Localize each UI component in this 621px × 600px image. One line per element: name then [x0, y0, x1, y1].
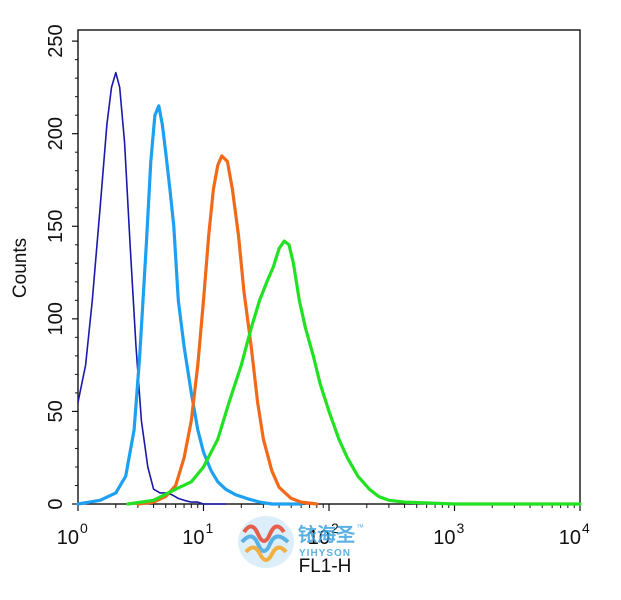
- histogram-series: [76, 71, 582, 506]
- series-line-3: [136, 154, 319, 506]
- series-line-1: [77, 71, 227, 505]
- x-tick-exponent: 3: [457, 520, 465, 536]
- y-tick-label: 200: [45, 117, 67, 150]
- x-tick-exponent: 4: [582, 520, 590, 536]
- x-tick-label: 10: [433, 527, 455, 549]
- series-line-2: [76, 104, 303, 506]
- y-tick-label: 0: [45, 498, 67, 509]
- x-tick-exponent: 1: [206, 520, 214, 536]
- x-tick-exponent: 2: [331, 520, 339, 536]
- x-axis-label: FL1-H: [299, 556, 352, 577]
- x-axis-ticks: 10 0 10 1 10 2 10 3 10 4: [57, 504, 590, 549]
- x-tick-label: 10: [559, 527, 581, 549]
- watermark-emblem: [238, 516, 294, 568]
- x-tick-label: 10: [308, 527, 330, 549]
- y-tick-label: 100: [45, 302, 67, 335]
- series-line-4: [126, 239, 582, 506]
- x-tick-label: 10: [182, 527, 204, 549]
- y-tick-label: 50: [45, 400, 67, 422]
- watermark-sub: YIHYSON: [299, 548, 351, 559]
- x-tick-exponent: 0: [80, 520, 88, 536]
- watermark-logo: 铱海圣 ™ YIHYSON: [238, 516, 364, 568]
- x-tick-label: 10: [57, 527, 79, 549]
- y-tick-label: 150: [45, 210, 67, 243]
- watermark-name: 铱海圣: [298, 523, 356, 546]
- plot-frame: [77, 29, 581, 505]
- plot-border: [77, 29, 581, 505]
- watermark-trademark: ™: [356, 523, 364, 532]
- y-axis-label: Counts: [10, 238, 31, 298]
- y-axis-ticks: 0 50 100 150 200 250: [45, 24, 78, 510]
- y-tick-label: 250: [45, 24, 67, 57]
